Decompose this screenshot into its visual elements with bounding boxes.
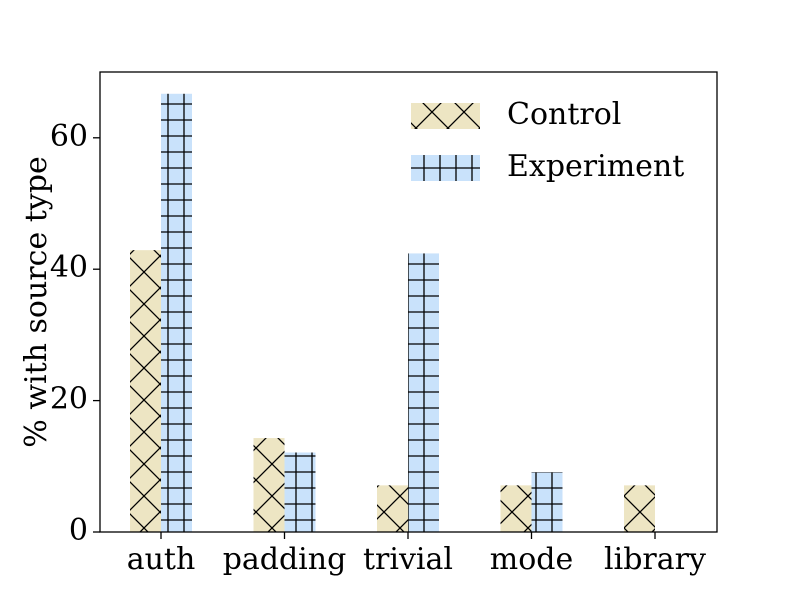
bar-experiment-padding xyxy=(284,452,316,532)
y-tick-label: 40 xyxy=(50,250,88,285)
bar-control-padding xyxy=(253,438,285,532)
y-axis: 0 20 40 60 xyxy=(50,119,100,548)
bars-group xyxy=(130,93,655,532)
bar-control-auth xyxy=(130,250,161,532)
y-tick-label: 60 xyxy=(50,119,88,154)
x-tick-label-auth: auth xyxy=(127,542,196,577)
legend-label-control: Control xyxy=(507,97,621,132)
legend-label-experiment: Experiment xyxy=(507,149,684,184)
x-tick-label-library: library xyxy=(604,542,706,577)
x-tick-label-mode: mode xyxy=(490,542,573,577)
bar-control-trivial xyxy=(377,485,408,532)
bar-control-library xyxy=(624,485,655,532)
legend-swatch-experiment xyxy=(411,155,480,181)
bar-control-mode xyxy=(500,485,532,532)
x-tick-label-padding: padding xyxy=(223,542,347,577)
y-axis-label: % with source type xyxy=(19,156,54,447)
legend: Control Experiment xyxy=(411,97,684,184)
legend-swatch-control xyxy=(411,103,480,129)
bar-experiment-mode xyxy=(531,472,563,532)
y-tick-label: 0 xyxy=(69,513,88,548)
x-tick-label-trivial: trivial xyxy=(363,542,453,577)
bar-experiment-trivial xyxy=(408,253,439,532)
bar-experiment-auth xyxy=(161,93,192,532)
x-axis: auth padding trivial mode library xyxy=(127,532,706,577)
y-tick-label: 20 xyxy=(50,382,88,417)
